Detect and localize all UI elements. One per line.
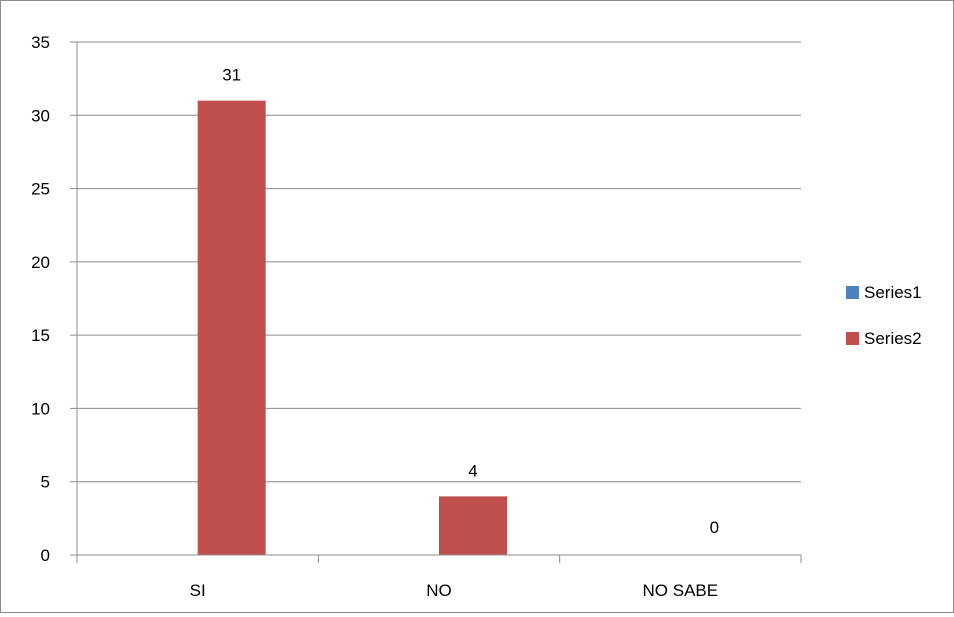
category-label: NO: [426, 581, 452, 600]
category-labels: SI NO NO SABE: [190, 581, 718, 600]
data-labels: 31 4 0: [222, 66, 719, 537]
y-tick-label: 25: [31, 180, 50, 199]
legend-label: Series2: [864, 329, 922, 348]
y-tick-label: 30: [31, 106, 50, 125]
axes: [76, 42, 801, 556]
category-label: SI: [190, 581, 206, 600]
bar: [439, 496, 507, 555]
legend: Series1 Series2: [846, 283, 922, 348]
data-label: 0: [710, 518, 719, 537]
gridlines: [77, 41, 801, 483]
bars: [197, 100, 507, 555]
legend-swatch: [846, 286, 859, 299]
y-tick-label: 20: [31, 253, 50, 272]
y-axis-ticks: 0 5 10 15 20 25 30 35: [31, 33, 77, 565]
y-tick-label: 35: [31, 33, 50, 52]
x-axis-ticks: [76, 555, 802, 563]
legend-swatch: [846, 332, 859, 345]
bar: [197, 100, 266, 555]
y-tick-label: 10: [31, 399, 50, 418]
category-label: NO SABE: [643, 581, 719, 600]
data-label: 31: [222, 66, 241, 85]
y-tick-label: 0: [41, 546, 50, 565]
y-tick-label: 5: [41, 473, 50, 492]
data-label: 4: [468, 461, 477, 480]
legend-label: Series1: [864, 283, 922, 302]
y-tick-label: 15: [31, 326, 50, 345]
